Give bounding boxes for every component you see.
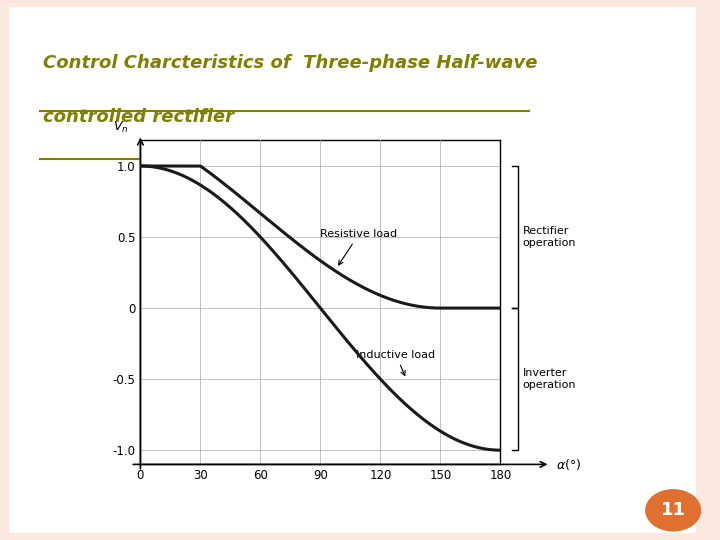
Text: $\alpha(°)$: $\alpha(°)$ (557, 457, 582, 472)
Text: Rectifier
operation: Rectifier operation (523, 226, 576, 248)
Text: Inductive load: Inductive load (356, 350, 436, 375)
Text: Resistive load: Resistive load (320, 229, 397, 265)
Text: controlled rectifier: controlled rectifier (43, 108, 234, 126)
Text: 11: 11 (661, 501, 685, 519)
Text: $V_n$: $V_n$ (112, 120, 128, 134)
Text: Control Charcteristics of  Three-phase Half-wave: Control Charcteristics of Three-phase Ha… (43, 54, 538, 72)
Text: Inverter
operation: Inverter operation (523, 368, 576, 390)
Circle shape (646, 490, 701, 531)
